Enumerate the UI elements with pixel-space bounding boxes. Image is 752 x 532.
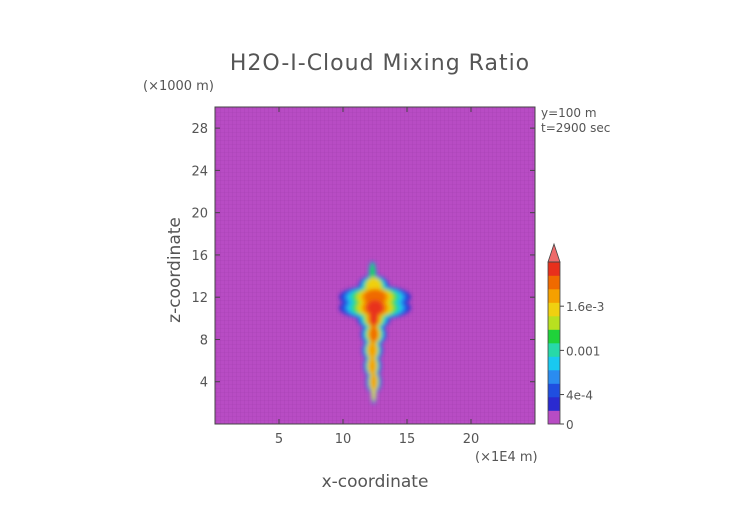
colorbar-label: 4e-4 (566, 389, 593, 403)
annotation-t: t=2900 sec (541, 121, 610, 135)
plume-cell (364, 289, 386, 306)
colorbar-swatch (548, 275, 560, 290)
x-tick-label: 10 (335, 432, 352, 447)
y-axis-ticks: 4 8 12 16 20 24 28 (191, 122, 535, 391)
colorbar-swatch (548, 289, 560, 303)
x-tick-label: 15 (399, 432, 416, 447)
plot-frame (214, 106, 536, 425)
annotation-y: y=100 m (541, 106, 597, 120)
cloud-plume (339, 261, 411, 404)
colorbar-label: 0.001 (566, 344, 600, 358)
colorbar: 0 4e-4 0.001 1.6e-3 (547, 242, 604, 432)
colorbar-swatch (548, 356, 560, 371)
y-tick-label: 24 (191, 164, 208, 179)
y-tick-label: 4 (200, 376, 208, 391)
plume-cell (369, 326, 378, 343)
colorbar-label: 0 (566, 418, 574, 432)
x-tick-label: 20 (463, 432, 480, 447)
y-tick-label: 20 (191, 207, 208, 222)
y-tick-label: 12 (191, 291, 208, 306)
x-axis-label: x-coordinate (322, 472, 429, 492)
y-tick-label: 16 (191, 249, 208, 264)
x-tick-label: 5 (275, 432, 283, 447)
colorbar-label: 1.6e-3 (566, 300, 604, 314)
colorbar-swatch (548, 410, 560, 425)
plume-cell (366, 300, 384, 316)
x-axis-unit: (×1E4 m) (475, 450, 538, 465)
colorbar-swatch (548, 262, 560, 276)
plot-area (214, 106, 536, 425)
colorbar-swatch (548, 316, 560, 330)
plume-cell (369, 357, 376, 375)
colorbar-swatch (548, 329, 560, 344)
colorbar-swatch (548, 397, 560, 411)
colorbar-extend-arrow (547, 242, 561, 263)
chart-title: H2O-I-Cloud Mixing Ratio (230, 51, 530, 76)
y-tick-label: 28 (191, 122, 208, 137)
colorbar-swatch (548, 302, 560, 317)
plume-cell (368, 341, 377, 359)
y-tick-label: 8 (200, 333, 208, 348)
colorbar-swatch (548, 370, 560, 384)
plume-cell (370, 373, 377, 391)
y-axis-unit: (×1000 m) (143, 79, 214, 94)
x-axis-ticks: 5 10 15 20 (275, 107, 479, 447)
y-axis-label: z-coordinate (165, 217, 185, 323)
colorbar-swatch (548, 343, 560, 357)
colorbar-frame (547, 261, 561, 425)
colorbar-swatch (548, 383, 560, 398)
